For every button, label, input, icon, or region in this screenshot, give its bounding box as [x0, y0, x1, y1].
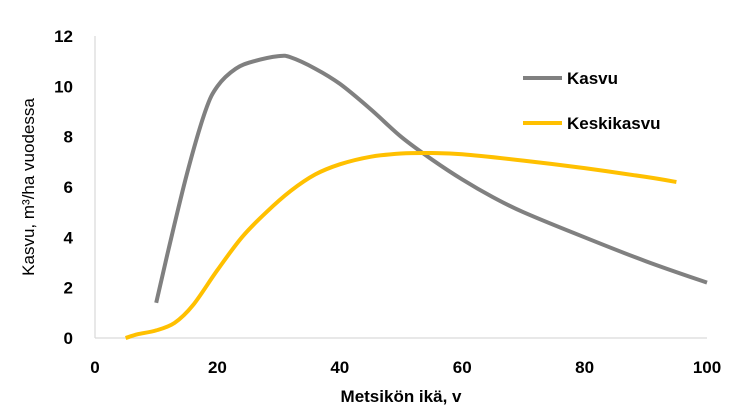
x-tick-labels: 0 20 40 60 80 100 — [90, 358, 721, 377]
y-tick-label: 0 — [64, 329, 73, 348]
series-line-kasvu — [154, 53, 708, 304]
y-tick-label: 8 — [64, 128, 73, 147]
legend-label-keskikasvu: Keskikasvu — [567, 114, 661, 133]
series-layer — [125, 53, 708, 340]
series-line-keskikasvu — [125, 150, 677, 340]
y-tick-label: 2 — [64, 279, 73, 298]
x-axis-title: Metsikön ikä, v — [341, 387, 462, 406]
y-tick-label: 4 — [64, 228, 74, 247]
x-tick-label: 40 — [330, 358, 349, 377]
y-tick-label: 10 — [54, 77, 73, 96]
legend-label-kasvu: Kasvu — [567, 69, 618, 88]
x-tick-label: 0 — [90, 358, 99, 377]
y-tick-label: 12 — [54, 27, 73, 46]
plot-area: 0 20 40 60 80 100 0 2 4 6 8 10 12 — [54, 27, 721, 377]
x-tick-label: 80 — [575, 358, 594, 377]
x-tick-label: 20 — [208, 358, 227, 377]
legend: Kasvu Keskikasvu — [523, 69, 661, 133]
x-tick-label: 60 — [453, 358, 472, 377]
y-axis-title: Kasvu, m³/ha vuodessa — [19, 98, 38, 276]
y-tick-label: 6 — [64, 178, 73, 197]
y-tick-labels: 0 2 4 6 8 10 12 — [54, 27, 73, 348]
x-tick-label: 100 — [693, 358, 721, 377]
